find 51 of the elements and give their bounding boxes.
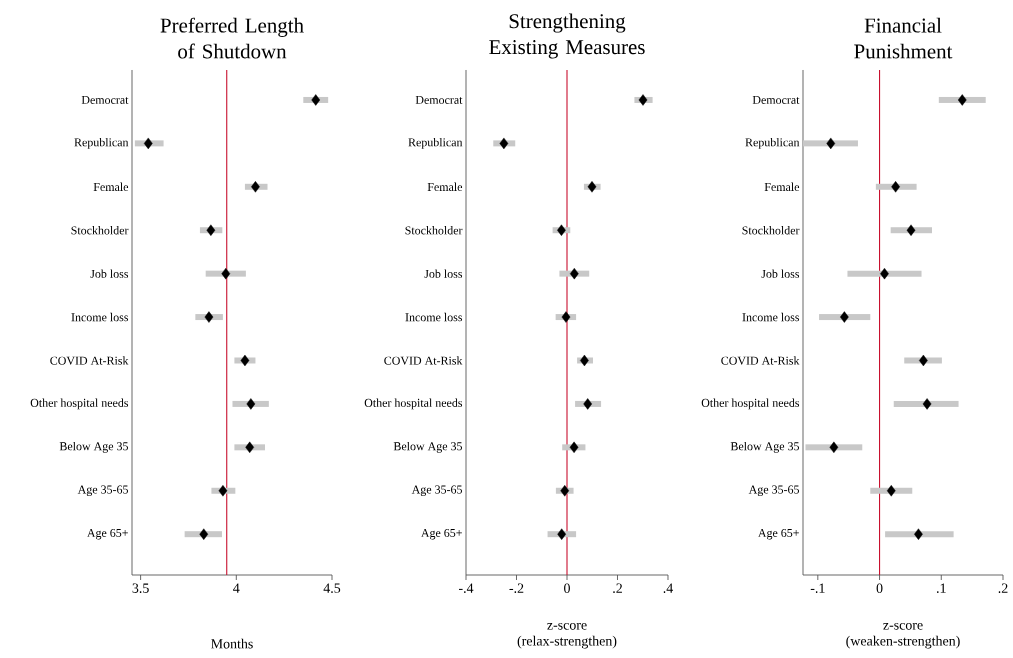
y-tick-label: Income loss: [405, 312, 463, 322]
x-tick-label: 3.5: [132, 583, 149, 593]
y-tick-label: Age 35-65: [77, 485, 129, 497]
y-tick-label: Democrat: [752, 95, 800, 104]
y-tick-label: COVID At-Risk: [721, 356, 800, 365]
y-tick-label: COVID At-Risk: [384, 356, 463, 365]
x-tick-label: .1: [936, 583, 946, 593]
x-tick-label: 0: [876, 583, 883, 593]
y-tick-label: Stockholder: [405, 226, 463, 235]
y-tick-label: Female: [93, 182, 129, 191]
y-tick-label: COVID At-Risk: [50, 356, 129, 365]
y-tick-label: Stockholder: [742, 226, 800, 235]
x-tick-label: 4: [233, 583, 240, 593]
y-tick-label: Below Age 35: [730, 441, 800, 453]
chart-title: Strengthening Existing Measures: [489, 13, 645, 59]
x-tick-label: .4: [663, 583, 674, 593]
y-tick-label: Stockholder: [71, 226, 129, 235]
y-tick-label: Female: [427, 182, 463, 191]
y-tick-label: Income loss: [71, 312, 129, 322]
x-tick-label: -.2: [509, 583, 524, 593]
y-tick-label: Republican: [74, 137, 129, 149]
y-tick-label: Republican: [745, 137, 800, 149]
y-tick-label: Job loss: [424, 269, 463, 278]
y-tick-label: Other hospital needs: [30, 398, 129, 410]
y-tick-label: Democrat: [81, 95, 129, 104]
chart-title: Financial Punishment: [854, 17, 953, 59]
y-tick-label: Other hospital needs: [701, 398, 800, 410]
x-tick-label: -.4: [458, 583, 474, 593]
y-tick-label: Income loss: [742, 312, 800, 322]
y-tick-label: Female: [764, 182, 800, 191]
y-tick-label: Below Age 35: [59, 441, 129, 453]
x-tick-label: .2: [613, 583, 622, 593]
y-tick-label: Other hospital needs: [364, 398, 463, 410]
y-tick-label: Job loss: [761, 269, 800, 278]
y-tick-label: Age 65+: [757, 528, 799, 540]
y-tick-label: Below Age 35: [393, 441, 463, 453]
y-tick-label: Age 35-65: [411, 485, 463, 497]
x-axis-title: Months: [211, 638, 253, 649]
x-axis-title: z-score (weaken-strengthen): [846, 622, 960, 649]
y-tick-label: Republican: [408, 137, 463, 149]
x-axis-title: z-score (relax-strengthen): [517, 622, 617, 649]
y-tick-label: Age 65+: [86, 528, 128, 540]
y-tick-label: Job loss: [90, 269, 129, 278]
y-tick-label: Age 65+: [420, 528, 462, 540]
x-tick-label: .2: [998, 583, 1008, 593]
y-tick-label: Age 35-65: [748, 485, 800, 497]
x-tick-label: 0: [564, 583, 570, 593]
chart-title: Preferred Length of Shutdown: [160, 17, 304, 59]
y-tick-label: Democrat: [415, 95, 463, 104]
x-tick-label: -.1: [810, 583, 825, 593]
x-tick-label: 4.5: [323, 583, 341, 593]
